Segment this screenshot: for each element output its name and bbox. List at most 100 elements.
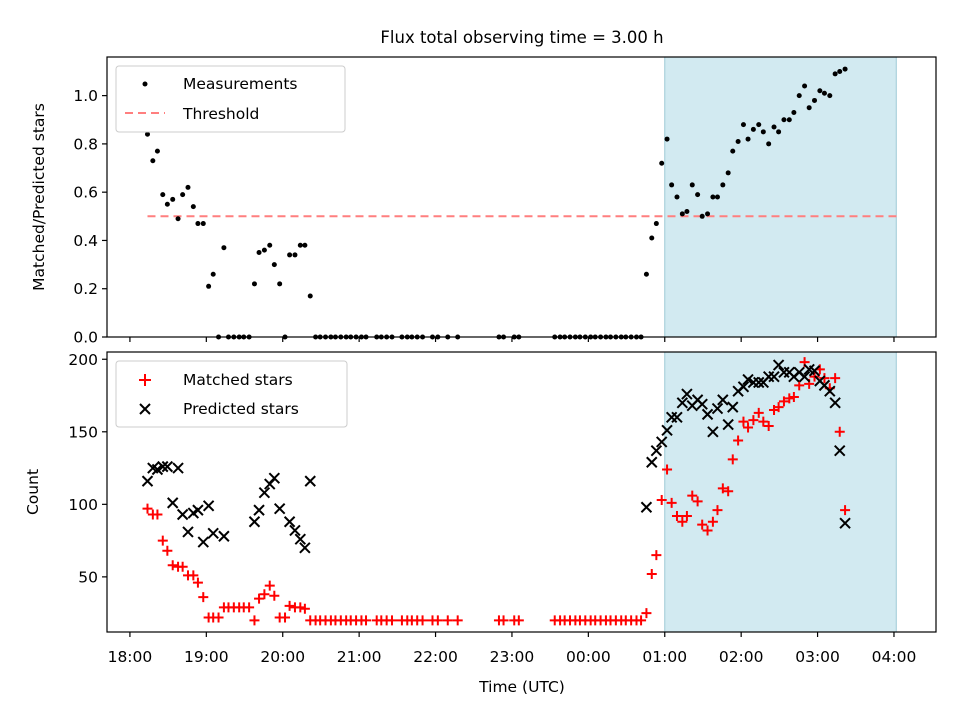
- predicted-star-point: [772, 359, 785, 371]
- x-tick-label: 20:00: [260, 648, 305, 666]
- predicted-star-point: [294, 533, 307, 545]
- matched-star-point: [498, 615, 509, 626]
- matched-star-point: [198, 592, 209, 603]
- measurement-point: [806, 105, 812, 111]
- measurement-point: [302, 242, 308, 248]
- measurement-point: [180, 192, 186, 198]
- measurement-point: [817, 88, 823, 94]
- measurement-point: [185, 184, 191, 190]
- measurement-point: [164, 201, 170, 207]
- bottom-axes-frame: [106, 351, 937, 633]
- matched-star-point: [249, 615, 260, 626]
- measurement-point: [297, 242, 303, 248]
- matched-star-point: [386, 615, 397, 626]
- matched-star-point: [432, 615, 443, 626]
- matched-star-point: [417, 615, 428, 626]
- matched-star-point: [152, 509, 163, 520]
- predicted-star-point: [167, 497, 179, 509]
- legend-threshold-label: Threshold: [182, 105, 259, 123]
- x-tick-label: 04:00: [872, 648, 917, 666]
- legend-predicted-marker: [139, 403, 151, 415]
- predicted-star-point: [727, 401, 739, 413]
- predicted-star-point: [742, 373, 754, 386]
- matched-star-point: [834, 426, 845, 437]
- predicted-star-point: [676, 397, 689, 409]
- measurement-point: [307, 293, 313, 299]
- measurement-point: [664, 136, 670, 142]
- predicted-star-point: [646, 456, 658, 468]
- x-tick-label: 00:00: [566, 648, 611, 666]
- bottom-legend-box: [115, 360, 348, 428]
- predicted-star-point: [707, 426, 719, 438]
- measurement-point: [195, 221, 201, 227]
- measurement-point: [659, 160, 665, 166]
- predicted-star-point: [701, 408, 714, 421]
- measurement-point: [766, 141, 772, 147]
- measurement-point: [261, 247, 267, 253]
- matched-star-point: [656, 494, 667, 505]
- predicted-star-point: [753, 376, 765, 389]
- matched-star-point: [702, 525, 713, 536]
- matched-star-point: [707, 516, 718, 527]
- measurement-point: [725, 170, 731, 176]
- measurement-point: [277, 281, 283, 287]
- matched-stars-points: [142, 357, 851, 626]
- matched-star-point: [687, 490, 698, 501]
- top-panel: 0.0 0.2 0.4 0.6 0.8 1.0 Matched/Predicted sta…: [30, 56, 937, 347]
- predicted-star-point: [661, 424, 673, 437]
- top-legend-box: [115, 65, 346, 133]
- measurement-point: [745, 136, 751, 142]
- measurement-point: [669, 182, 675, 188]
- matched-star-point: [840, 505, 851, 516]
- matched-star-point: [819, 373, 830, 384]
- measurement-point: [256, 250, 262, 256]
- matched-star-point: [778, 396, 789, 407]
- measurement-points: [144, 66, 848, 340]
- predicted-star-point: [671, 411, 683, 423]
- matched-star-point: [681, 510, 692, 521]
- matched-star-point: [651, 550, 662, 561]
- predicted-star-point: [839, 517, 851, 529]
- legend-matched-marker: [139, 374, 151, 386]
- legend-matched-label: Matched stars: [183, 371, 293, 389]
- matched-star-point: [717, 483, 728, 494]
- y-tick-label: 100: [68, 496, 98, 514]
- measurement-point: [695, 192, 701, 198]
- predicted-star-point: [681, 388, 693, 400]
- matched-star-point: [743, 422, 754, 433]
- x-tick-label: 03:00: [795, 648, 840, 666]
- matched-star-point: [192, 577, 203, 588]
- predicted-star-point: [197, 536, 209, 548]
- measurement-point: [832, 71, 838, 77]
- x-tick-label: 01:00: [642, 648, 687, 666]
- predicted-star-point: [192, 504, 204, 516]
- matched-star-point: [452, 615, 463, 626]
- y-tick-label: 150: [68, 423, 98, 441]
- measurement-point: [649, 235, 655, 241]
- measurement-point: [210, 271, 216, 277]
- predicted-star-point: [253, 504, 265, 516]
- top-y-label: Matched/Predicted stars: [30, 103, 48, 291]
- measurement-point: [643, 271, 649, 277]
- predicted-stars-points: [141, 359, 851, 554]
- matched-star-point: [830, 373, 841, 384]
- measurement-point: [760, 129, 766, 135]
- y-tick-label: 0.0: [73, 329, 98, 347]
- matched-star-point: [788, 391, 799, 402]
- matched-star-point: [784, 393, 795, 404]
- matched-star-point: [748, 415, 759, 426]
- measurement-point: [750, 126, 756, 132]
- matched-star-point: [697, 519, 708, 530]
- measurement-point: [200, 221, 206, 227]
- x-tick-label: 22:00: [413, 648, 458, 666]
- y-tick-label: 0.8: [73, 135, 98, 153]
- predicted-star-point: [717, 394, 729, 406]
- measurement-point: [221, 245, 227, 251]
- measurement-point: [705, 211, 711, 217]
- bottom-panel: 50 100 150 200 18:00 19:00 20:00 21:00 22:00 23:…: [24, 351, 937, 696]
- matched-star-point: [712, 505, 723, 516]
- x-tick-label: 02:00: [719, 648, 764, 666]
- predicted-star-point: [172, 462, 184, 474]
- matched-star-point: [758, 416, 769, 427]
